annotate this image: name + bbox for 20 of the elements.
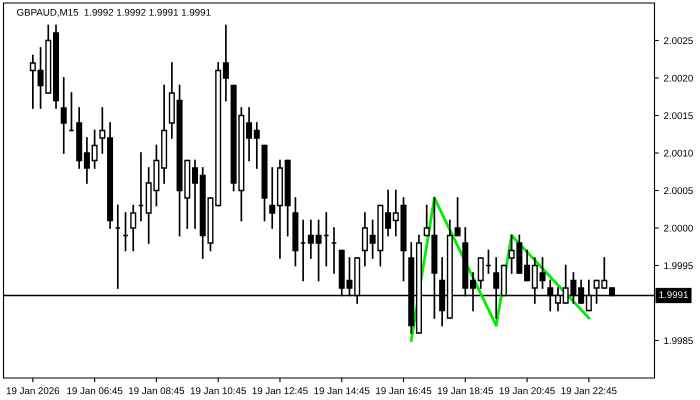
y-tick-label: 2.0025 — [664, 37, 693, 44]
y-tick-label: 2.0010 — [664, 150, 693, 157]
x-tick-label: 19 Jan 14:45 — [314, 387, 370, 394]
x-tick-label: 19 Jan 06:45 — [67, 387, 122, 394]
x-tick-label: 19 Jan 18:45 — [438, 387, 494, 394]
x-tick-label: 19 Jan 20:45 — [500, 387, 555, 394]
y-tick-label: 2.0005 — [664, 187, 693, 194]
y-tick-label: 2.0020 — [664, 74, 693, 82]
x-tick-label: 19 Jan 10:45 — [190, 387, 246, 394]
x-tick-label: 19 Jan 12:45 — [252, 387, 308, 394]
ref-line-label: 1.9991 — [659, 291, 688, 298]
x-tick-label: 19 Jan 08:45 — [129, 387, 184, 394]
y-tick-label: 1.9985 — [664, 337, 693, 344]
text: GBPAUD,M15 1.9992 1.9992 1.9991 1.9991 — [17, 8, 210, 17]
x-tick-label: 19 Jan 2026 — [6, 387, 60, 394]
y-tick-label: 2.0015 — [664, 112, 693, 120]
x-tick-label: 19 Jan 16:45 — [376, 387, 432, 394]
y-tick-label: 1.9995 — [664, 262, 693, 270]
y-tick-label: 2.0000 — [664, 224, 693, 232]
x-tick-label: 19 Jan 22:45 — [561, 387, 617, 394]
